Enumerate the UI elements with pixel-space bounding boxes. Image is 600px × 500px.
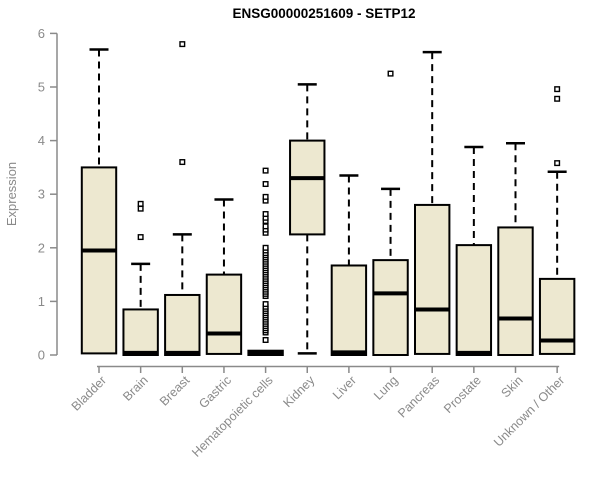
- y-tick-label: 0: [38, 348, 45, 363]
- outlier-point: [137, 200, 144, 207]
- outlier-point: [554, 95, 561, 102]
- outlier-point: [262, 301, 269, 308]
- boxplot-series: [80, 41, 576, 357]
- box-rect: [164, 293, 201, 356]
- box-rect: [330, 264, 368, 357]
- outlier-point: [262, 244, 269, 251]
- x-category-label: Hematopoietic cells: [189, 373, 276, 460]
- y-axis: 0 1 2 3 4 5 6: [38, 26, 58, 363]
- outlier-point: [387, 70, 394, 77]
- x-category-label: Prostate: [441, 373, 484, 416]
- x-category-label: Lung: [371, 373, 401, 403]
- y-tick-label: 1: [38, 294, 45, 309]
- y-tick-label: 2: [38, 240, 45, 255]
- x-category-label: Unknown / Other: [491, 373, 567, 449]
- x-category-label: Bladder: [69, 373, 109, 413]
- x-category-label: Liver: [330, 373, 359, 402]
- outlier-point: [262, 167, 269, 174]
- outlier-point: [179, 159, 186, 166]
- y-tick-label: 5: [38, 80, 45, 95]
- box-rect: [289, 139, 326, 236]
- outlier-point: [262, 336, 269, 343]
- chart-title: ENSG00000251609 - SETP12: [232, 6, 415, 21]
- x-category-label: Gastric: [196, 373, 234, 411]
- box-rect: [455, 244, 493, 356]
- outlier-point: [262, 211, 269, 218]
- outlier-point: [179, 41, 186, 48]
- box-rect: [122, 308, 159, 357]
- y-tick-label: 3: [38, 187, 45, 202]
- outlier-point: [262, 193, 269, 200]
- x-category-label: Pancreas: [395, 373, 442, 420]
- box-rect: [414, 203, 451, 355]
- outlier-point: [262, 223, 269, 230]
- x-category-label: Breast: [157, 373, 193, 409]
- x-category-label: Skin: [499, 373, 526, 400]
- outlier-point: [137, 205, 144, 212]
- outlier-point: [137, 234, 144, 241]
- box-rect: [372, 259, 409, 356]
- x-category-label: Brain: [120, 373, 151, 404]
- y-tick-label: 6: [38, 26, 45, 41]
- box-rect: [538, 277, 576, 355]
- box-rect: [497, 226, 534, 357]
- y-axis-label: Expression: [4, 162, 19, 226]
- outlier-point: [554, 160, 561, 167]
- outlier-point: [554, 86, 561, 93]
- box-rect: [80, 166, 118, 355]
- y-tick-label: 4: [38, 133, 45, 148]
- x-category-label: Kidney: [280, 373, 317, 410]
- box-rect: [205, 273, 243, 355]
- outlier-point: [262, 181, 269, 188]
